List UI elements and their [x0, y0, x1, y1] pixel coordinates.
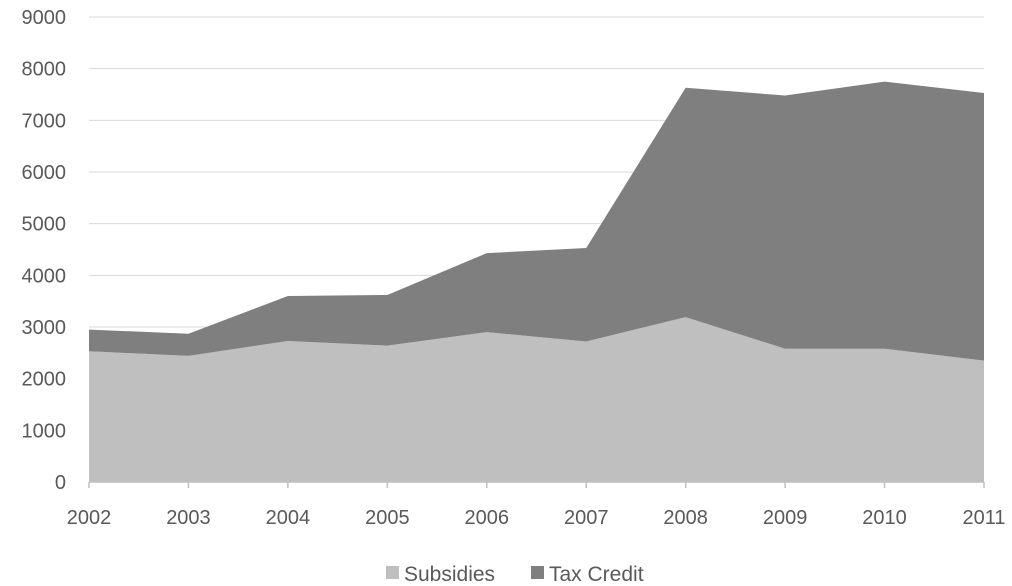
y-tick-label: 1000	[22, 420, 67, 442]
series-areas	[89, 81, 984, 482]
y-tick-label: 6000	[22, 162, 67, 184]
area-tax-credit	[89, 81, 984, 361]
x-tick-label: 2003	[166, 507, 211, 529]
y-tick-label: 2000	[22, 369, 67, 391]
y-tick-label: 7000	[22, 110, 67, 132]
area-subsidies	[89, 317, 984, 482]
y-tick-label: 5000	[22, 214, 67, 236]
y-tick-label: 4000	[22, 265, 67, 287]
x-tick-label: 2009	[763, 507, 808, 529]
legend-swatch-subsidies	[386, 566, 399, 579]
legend-swatch-tax-credit	[531, 566, 544, 579]
legend-label: Subsidies	[404, 563, 495, 586]
x-tick-label: 2007	[564, 507, 609, 529]
y-tick-label: 0	[55, 472, 66, 494]
x-tick-label: 2005	[365, 507, 410, 529]
y-tick-label: 3000	[22, 317, 67, 339]
x-tick-label: 2011	[962, 507, 1005, 529]
x-tick-label: 2002	[67, 507, 112, 529]
legend: Subsidies Tax Credit	[386, 563, 644, 586]
y-tick-label: 9000	[22, 7, 67, 29]
x-tick-label: 2004	[266, 507, 311, 529]
y-axis-ticks: 0 1000 2000 3000 4000 5000 6000 7000 8000 9000	[22, 7, 67, 494]
axes	[88, 481, 985, 488]
x-tick-label: 2010	[862, 507, 907, 529]
x-tick-label: 2006	[465, 507, 510, 529]
legend-label: Tax Credit	[549, 563, 644, 586]
y-tick-label: 8000	[22, 59, 67, 81]
x-tick-label: 2008	[663, 507, 708, 529]
x-axis-ticks: 2002 2003 2004 2005 2006 2007 2008 2009 2010 2011	[67, 507, 1006, 529]
